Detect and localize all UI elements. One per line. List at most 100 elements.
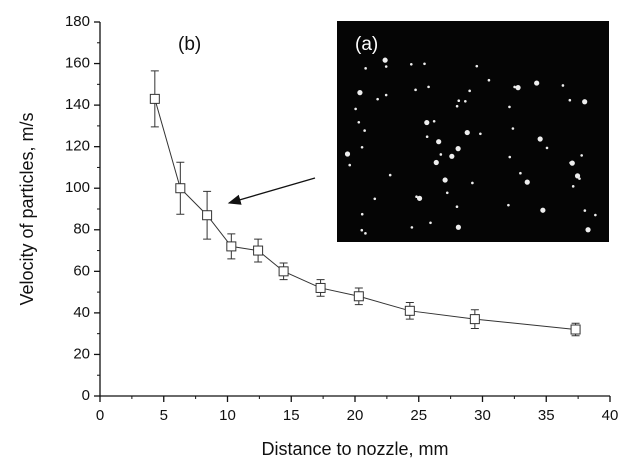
data-point — [278, 266, 289, 277]
particle — [410, 226, 414, 229]
particle — [449, 153, 455, 159]
data-point — [404, 305, 415, 316]
particle — [416, 195, 423, 201]
particle — [445, 191, 449, 195]
x-tick-label: 35 — [538, 407, 555, 424]
particle — [363, 129, 366, 132]
x-tick-label: 30 — [474, 407, 491, 424]
particle — [583, 209, 587, 212]
particle — [439, 153, 443, 156]
data-point — [469, 314, 480, 325]
particle — [540, 207, 546, 213]
particle — [580, 154, 583, 157]
x-tick-label: 10 — [219, 407, 236, 424]
particle — [384, 93, 388, 97]
particle — [455, 224, 461, 230]
particle — [464, 100, 467, 103]
particle — [511, 127, 515, 130]
particle — [513, 85, 516, 89]
particle — [569, 161, 572, 165]
y-axis-label: Velocity of particles, m/s — [17, 112, 37, 305]
particle — [373, 197, 377, 201]
particle — [508, 155, 512, 159]
particle — [487, 78, 491, 82]
particle — [594, 213, 597, 217]
particle — [344, 151, 351, 157]
particle — [364, 232, 367, 235]
particle — [348, 163, 352, 167]
data-point — [175, 183, 186, 194]
inset-particles — [344, 57, 597, 235]
y-tick-label: 140 — [65, 96, 90, 113]
x-axis-label: Distance to nozzle, mm — [261, 439, 448, 459]
data-point — [202, 210, 213, 221]
data-point — [315, 282, 326, 293]
x-tick-label: 25 — [410, 407, 427, 424]
y-tick-label: 160 — [65, 55, 90, 72]
y-tick-label: 100 — [65, 179, 90, 196]
particle — [425, 135, 429, 138]
inset-label: (a) — [355, 34, 378, 55]
particle — [376, 97, 379, 101]
y-tick-label: 20 — [73, 345, 90, 362]
particle — [519, 171, 522, 175]
particle — [357, 90, 363, 96]
x-tick-label: 15 — [283, 407, 300, 424]
y-tick-label: 0 — [82, 387, 90, 404]
particle — [424, 119, 430, 126]
arrow — [227, 177, 316, 205]
inset-image — [337, 21, 609, 242]
particle — [357, 120, 361, 124]
particle — [414, 88, 417, 92]
particle — [423, 62, 426, 66]
y-tick-label: 40 — [73, 304, 90, 321]
particle — [534, 80, 540, 86]
particle — [382, 57, 388, 63]
particle — [524, 179, 530, 185]
x-tick-label: 0 — [96, 407, 104, 424]
particle — [475, 64, 479, 68]
x-tick-label: 40 — [602, 407, 619, 424]
particle — [442, 177, 448, 183]
particle — [364, 67, 367, 70]
particle — [354, 107, 357, 111]
particle — [457, 99, 461, 103]
particle — [568, 98, 572, 102]
particle — [455, 146, 461, 152]
particle — [578, 177, 581, 180]
particle — [561, 84, 565, 87]
particle — [545, 146, 549, 150]
particle — [432, 119, 436, 123]
particle — [471, 181, 474, 185]
particle — [427, 85, 430, 89]
particle — [429, 221, 432, 225]
particle — [360, 212, 364, 216]
x-tick-label: 5 — [160, 407, 168, 424]
data-point — [253, 245, 264, 256]
particle — [479, 132, 482, 136]
particle — [507, 203, 510, 207]
particle — [409, 62, 413, 66]
particle — [464, 129, 470, 136]
data-point — [149, 93, 160, 104]
particle — [537, 136, 543, 142]
particle — [468, 89, 471, 93]
particle — [384, 65, 388, 68]
data-point — [226, 241, 237, 252]
data-point — [353, 291, 364, 302]
y-tick-label: 120 — [65, 138, 90, 155]
particle — [582, 99, 588, 105]
particle — [508, 105, 511, 109]
particle — [388, 173, 392, 177]
particle — [515, 85, 521, 91]
particle — [360, 228, 364, 232]
data-point — [570, 324, 581, 335]
x-tick-label: 20 — [347, 407, 364, 424]
y-tick-label: 80 — [73, 221, 90, 238]
particle — [360, 145, 364, 149]
particle — [571, 185, 575, 188]
particle — [574, 173, 581, 179]
panel-label: (b) — [178, 34, 201, 55]
